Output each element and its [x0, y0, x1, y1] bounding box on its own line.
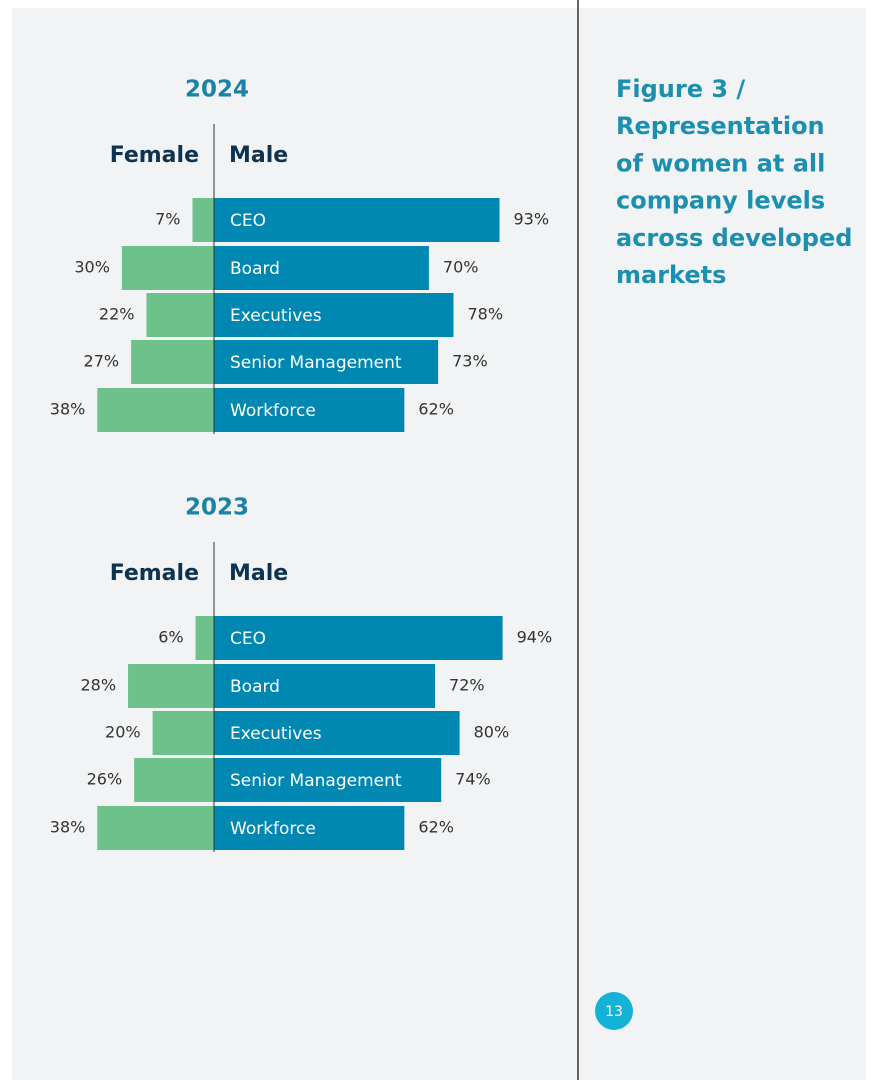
bar: [214, 616, 503, 660]
bar: [97, 388, 214, 432]
panel: [12, 8, 866, 1080]
value-label: 70%: [443, 258, 479, 277]
figure-title: Representation: [616, 112, 825, 140]
bar: [121, 246, 214, 290]
bar: [214, 758, 442, 802]
bar: [214, 806, 405, 850]
value-label: 20%: [105, 723, 141, 742]
value-label: 22%: [99, 305, 135, 324]
category-label: Senior Management: [230, 771, 402, 791]
bar: [152, 711, 214, 755]
value-label: 72%: [449, 676, 485, 695]
page-number: 13: [605, 1004, 623, 1020]
category-label: Executives: [230, 306, 322, 326]
legend-label: Female: [110, 143, 199, 168]
bar: [146, 293, 214, 337]
figure-title: markets: [616, 261, 726, 289]
value-label: 73%: [452, 352, 488, 371]
value-label: 26%: [87, 770, 123, 789]
bar: [214, 388, 405, 432]
figure-title: Figure 3 /: [616, 75, 745, 103]
value-label: 74%: [455, 770, 491, 789]
bar: [214, 246, 429, 290]
category-label: Workforce: [230, 819, 316, 839]
value-label: 7%: [155, 210, 180, 229]
value-label: 78%: [467, 305, 503, 324]
page-badge: [595, 992, 633, 1030]
value-label: 38%: [50, 400, 86, 419]
chart-title: 2023: [185, 495, 249, 521]
value-label: 94%: [517, 628, 553, 647]
value-label: 6%: [158, 628, 183, 647]
value-label: 62%: [418, 400, 454, 419]
category-label: Senior Management: [230, 353, 402, 373]
category-label: Board: [230, 259, 280, 279]
value-label: 28%: [80, 676, 116, 695]
category-label: Executives: [230, 724, 322, 744]
bar: [192, 198, 214, 242]
bar: [214, 711, 460, 755]
category-label: Board: [230, 677, 280, 697]
value-label: 38%: [50, 818, 86, 837]
category-label: Workforce: [230, 401, 316, 421]
legend-label: Male: [229, 561, 288, 586]
figure-title: across developed: [616, 224, 852, 252]
figure-title: of women at all: [616, 149, 825, 177]
bar: [134, 758, 214, 802]
bar: [214, 198, 500, 242]
figure-title: company levels: [616, 187, 825, 215]
bar: [214, 293, 454, 337]
bar: [214, 664, 436, 708]
value-label: 62%: [418, 818, 454, 837]
legend-label: Male: [229, 143, 288, 168]
bar: [131, 340, 214, 384]
bar: [128, 664, 214, 708]
category-label: CEO: [230, 211, 266, 231]
bar: [195, 616, 214, 660]
bar: [214, 340, 439, 384]
category-label: CEO: [230, 629, 266, 649]
value-label: 93%: [514, 210, 550, 229]
chart-title: 2024: [185, 77, 249, 103]
value-label: 27%: [84, 352, 120, 371]
legend-label: Female: [110, 561, 199, 586]
bar: [97, 806, 214, 850]
value-label: 80%: [474, 723, 510, 742]
value-label: 30%: [74, 258, 110, 277]
